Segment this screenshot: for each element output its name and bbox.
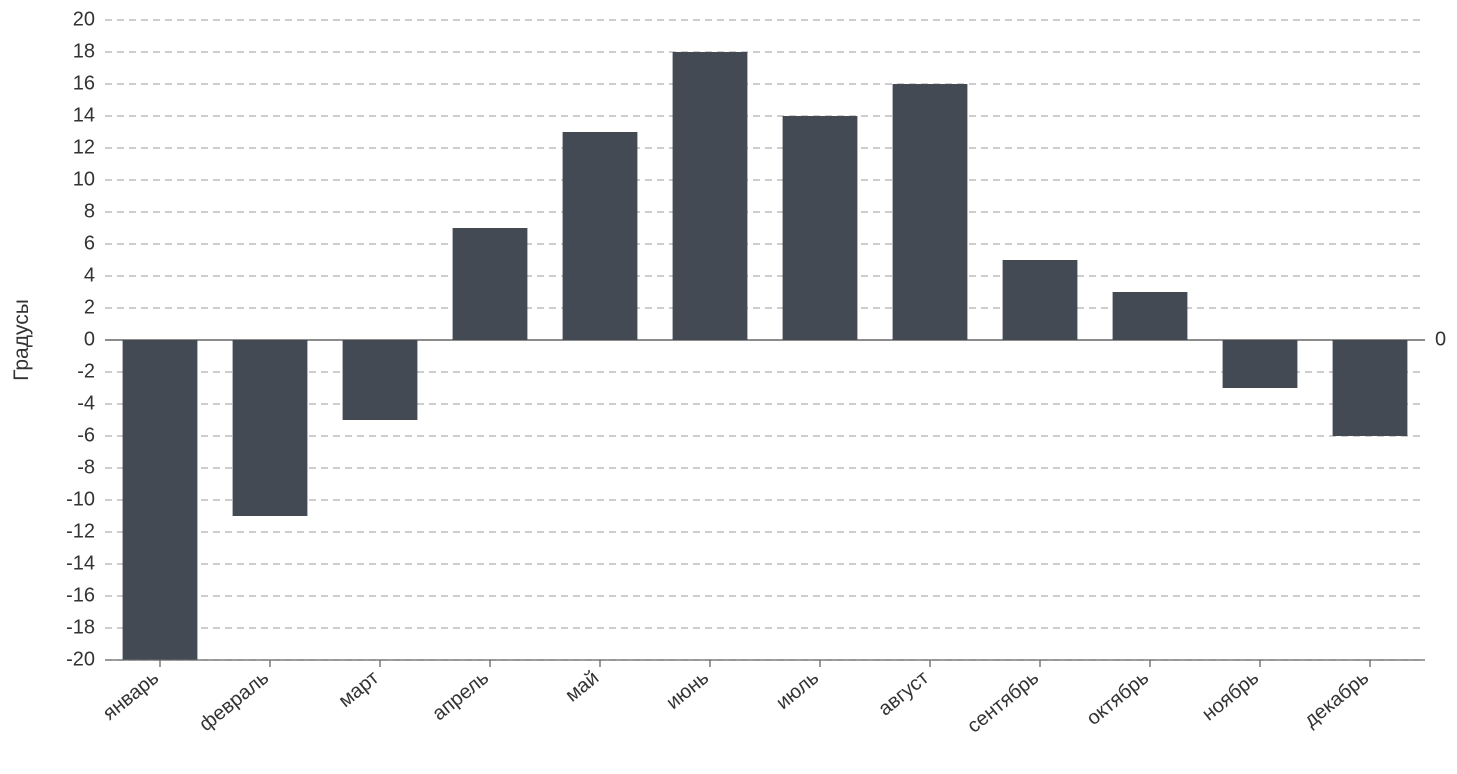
bar (1333, 340, 1408, 436)
y-tick-label: -20 (66, 648, 95, 670)
x-tick-label: июнь (662, 667, 713, 714)
y-tick-label: 12 (73, 136, 95, 158)
bar (343, 340, 418, 420)
bar (123, 340, 198, 660)
x-tick-label: июль (772, 667, 823, 714)
x-tick-label: ноябрь (1198, 667, 1263, 726)
bar (673, 52, 748, 340)
y-tick-label: -16 (66, 584, 95, 606)
y-tick-label: -14 (66, 552, 95, 574)
x-tick-label: май (561, 667, 603, 707)
bar (1113, 292, 1188, 340)
y-tick-label: 6 (84, 232, 95, 254)
x-tick-label: февраль (195, 667, 273, 736)
x-tick-label: сентябрь (963, 667, 1043, 738)
y-tick-label: 16 (73, 72, 95, 94)
y-tick-label: -10 (66, 488, 95, 510)
y-tick-label: 14 (73, 104, 95, 126)
y-tick-label: -6 (77, 424, 95, 446)
y-tick-label: 2 (84, 296, 95, 318)
y-tick-label: -12 (66, 520, 95, 542)
y-tick-label: 4 (84, 264, 95, 286)
x-tick-label: декабрь (1300, 667, 1373, 732)
bar (893, 84, 968, 340)
temperature-bar-chart: -20-18-16-14-12-10-8-6-4-202468101214161… (0, 0, 1457, 774)
x-tick-label: январь (99, 667, 163, 725)
y-tick-label: 10 (73, 168, 95, 190)
y-tick-label: -2 (77, 360, 95, 382)
bar (563, 132, 638, 340)
y-tick-label: -4 (77, 392, 95, 414)
y-tick-label: 20 (73, 8, 95, 30)
y-tick-label: 8 (84, 200, 95, 222)
x-tick-label: март (335, 667, 384, 712)
y-tick-label: 18 (73, 40, 95, 62)
bar (783, 116, 858, 340)
y-axis-label: Градусы (10, 299, 33, 381)
bar (233, 340, 308, 516)
bar (453, 228, 528, 340)
bar (1003, 260, 1078, 340)
y-tick-label: -8 (77, 456, 95, 478)
x-tick-label: август (874, 667, 933, 721)
x-tick-label: апрель (428, 667, 493, 725)
y-tick-label: -18 (66, 616, 95, 638)
x-tick-label: октябрь (1082, 667, 1153, 730)
bar (1223, 340, 1298, 388)
zero-label: 0 (1435, 328, 1446, 350)
y-tick-label: 0 (84, 328, 95, 350)
